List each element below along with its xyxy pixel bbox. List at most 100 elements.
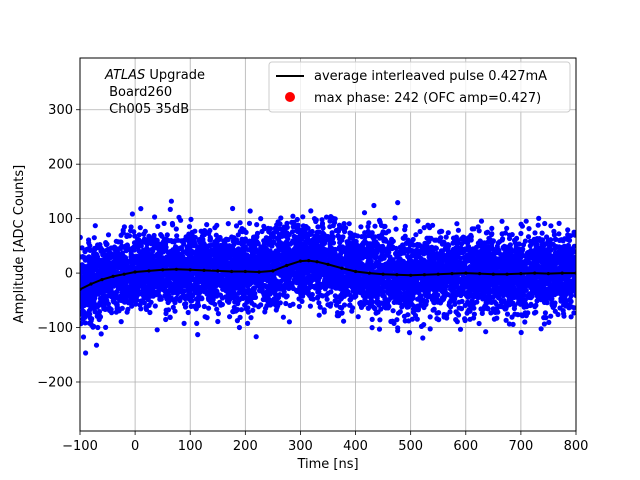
scatter-point (361, 210, 368, 216)
scatter-point (97, 314, 104, 320)
scatter-point (316, 312, 322, 318)
scatter-point (380, 243, 386, 249)
scatter-point (80, 234, 83, 240)
scatter-point (539, 230, 545, 236)
scatter-point (519, 223, 526, 229)
scatter-point (194, 320, 200, 326)
scatter-point (394, 317, 400, 323)
scatter-point (526, 226, 532, 232)
scatter-point (315, 224, 321, 230)
scatter-point (434, 316, 440, 322)
scatter-point (214, 306, 220, 312)
scatter-point (475, 224, 481, 230)
scatter-point (552, 250, 558, 256)
scatter-point (321, 309, 327, 315)
scatter-point (80, 321, 84, 327)
scatter-point (128, 251, 134, 257)
scatter-point (550, 241, 556, 247)
scatter-point (520, 242, 527, 248)
scatter-point (406, 330, 413, 336)
scatter-point (349, 308, 355, 314)
scatter-point (397, 309, 403, 315)
scatter-point (454, 221, 460, 227)
scatter-point (307, 303, 313, 309)
scatter-point (535, 222, 541, 228)
scatter-point (245, 320, 251, 326)
scatter-point (478, 218, 485, 224)
scatter-point (300, 214, 306, 220)
scatter-point (427, 326, 433, 332)
scatter-point (546, 319, 552, 325)
scatter-point (169, 239, 175, 245)
scatter-point (506, 321, 512, 327)
scatter-point (173, 226, 179, 232)
scatter-point (316, 300, 322, 306)
scatter-point (214, 222, 220, 228)
scatter-point (248, 315, 254, 321)
scatter-point (533, 309, 539, 315)
scatter-point (222, 294, 229, 300)
scatter-point (175, 237, 181, 243)
scatter-point (391, 299, 397, 305)
scatter-point (278, 215, 284, 221)
scatter-point (395, 200, 401, 206)
scatter-point (441, 239, 447, 245)
scatter-point (263, 305, 269, 311)
scatter-point (386, 228, 392, 234)
scatter-point (462, 302, 468, 308)
scatter-point (164, 232, 170, 238)
scatter-point (476, 228, 482, 234)
scatter-point (525, 234, 532, 240)
scatter-point (91, 235, 97, 241)
scatter-point (95, 324, 101, 331)
scatter-point (227, 314, 233, 320)
scatter-point (415, 218, 421, 224)
scatter-point (455, 227, 461, 233)
scatter-point (235, 232, 241, 238)
scatter-point (421, 225, 427, 231)
scatter-point (402, 223, 408, 229)
scatter-point (417, 228, 423, 235)
scatter-point (230, 205, 236, 212)
scatter-point (272, 290, 278, 296)
scatter-point (116, 308, 122, 314)
scatter-point (490, 246, 497, 252)
scatter-point (573, 292, 576, 298)
scatter-point (359, 234, 365, 240)
scatter-point (377, 317, 383, 323)
scatter-point (169, 220, 175, 227)
scatter-point (103, 324, 109, 330)
scatter-point (382, 223, 388, 229)
scatter-point (355, 314, 361, 320)
scatter-point (414, 316, 420, 322)
scatter-point (327, 224, 333, 230)
scatter-point (341, 318, 347, 324)
scatter-point (485, 229, 491, 235)
scatter-point (491, 316, 497, 322)
scatter-point (161, 220, 167, 226)
scatter-point (369, 325, 375, 331)
scatter-point (504, 311, 511, 317)
scatter-point (202, 314, 208, 320)
scatter-point (317, 304, 323, 310)
scatter-point (320, 224, 326, 230)
scatter-point (154, 327, 160, 333)
scatter-point (496, 250, 502, 256)
scatter-point (442, 282, 448, 288)
scatter-point (125, 306, 131, 312)
scatter-point (319, 217, 325, 223)
scatter-point (458, 245, 464, 251)
scatter-point (445, 230, 451, 236)
scatter-point (129, 211, 135, 217)
scatter-point (284, 220, 290, 226)
scatter-point (393, 226, 399, 232)
scatter-point (362, 230, 368, 236)
scatter-point (534, 298, 540, 304)
scatter-point (523, 218, 529, 224)
scatter-point (201, 276, 207, 282)
scatter-point (93, 342, 100, 348)
scatter-point (542, 310, 549, 316)
scatter-point (242, 302, 248, 308)
scatter-point (124, 242, 130, 248)
